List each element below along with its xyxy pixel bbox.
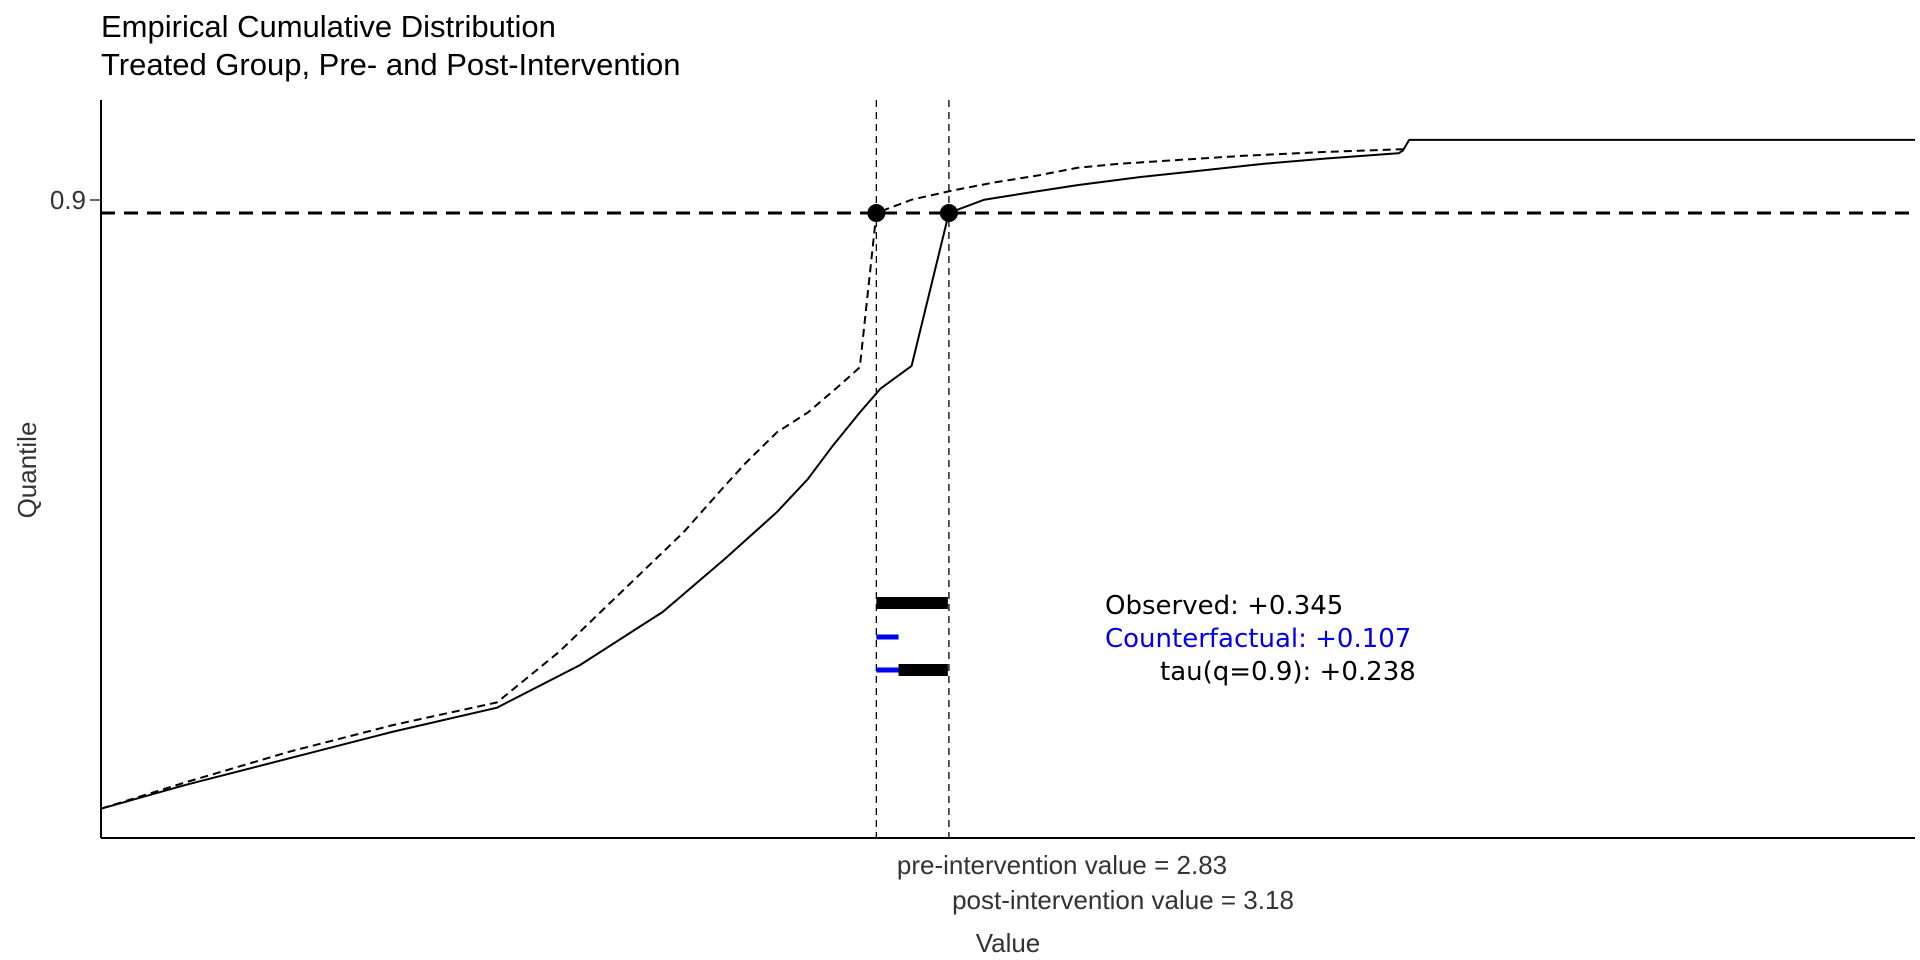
x-axis-label: Value [976,928,1041,958]
y-tick-label: 0.9 [50,185,86,215]
chart-subtitle: Treated Group, Pre- and Post-Interventio… [101,47,681,82]
counterfactual-effect-label: Counterfactual: +0.107 [1105,624,1411,654]
post-intervention-point [939,204,958,223]
post-intervention-curve [100,138,1915,810]
pre-intervention-curve [100,148,1403,810]
y-axis-label: Quantile [12,422,42,519]
observed-effect-label: Observed: +0.345 [1105,591,1343,621]
pre-intervention-point [867,204,886,223]
tau-effect-label: tau(q=0.9): +0.238 [1160,657,1416,687]
pre-intervention-value-label: pre-intervention value = 2.83 [897,850,1227,880]
post-intervention-value-label: post-intervention value = 3.18 [952,885,1294,915]
chart-title: Empirical Cumulative Distribution [101,9,556,44]
